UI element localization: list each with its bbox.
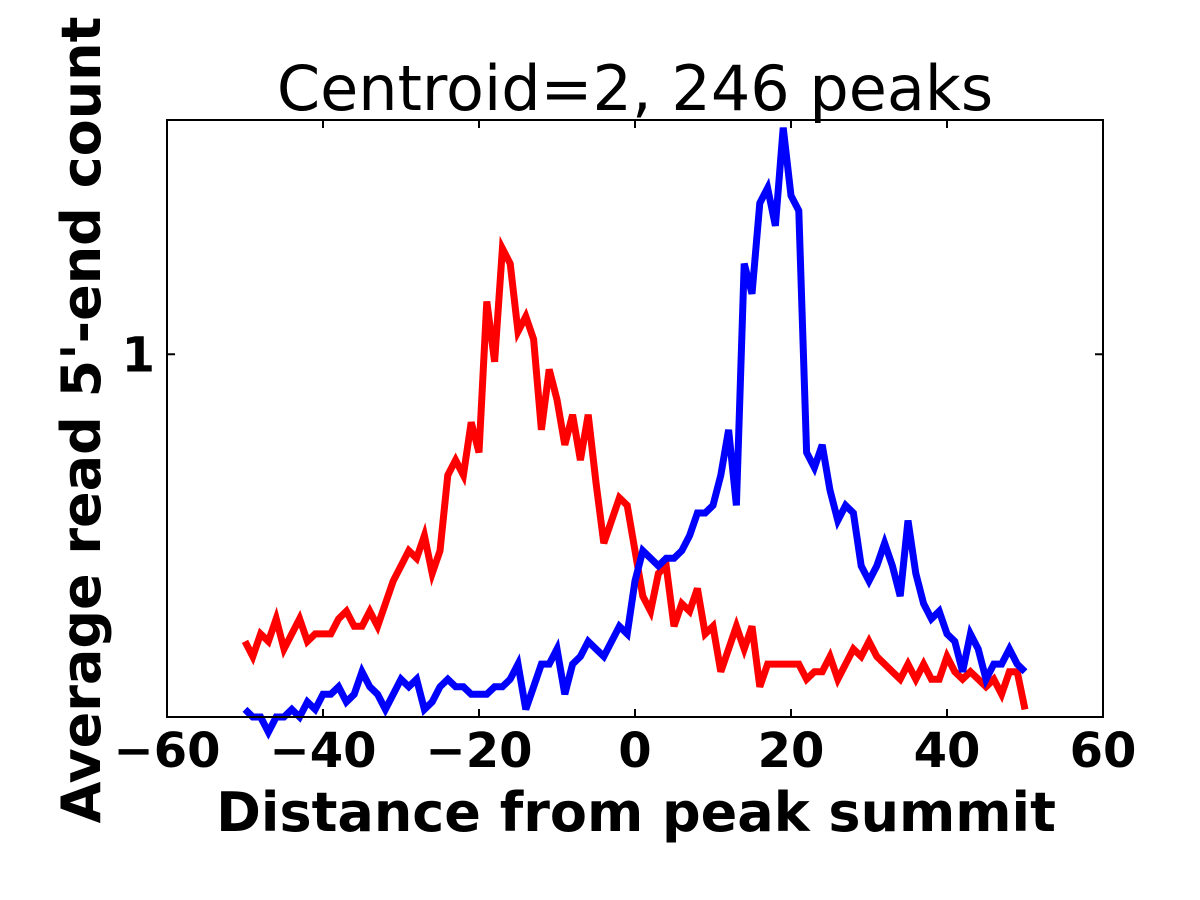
ticks-layer: −60 −40 −20 0 20 40 60 1 [113,120,1136,779]
plot-frame [166,119,1104,718]
x-tick-label: 40 [914,723,981,779]
x-tick-label: −60 [113,723,220,779]
series-layer [241,127,1029,740]
series-line-1 [241,235,1029,711]
chart-title: Centroid=2, 246 peaks [277,52,993,125]
x-tick-label: 60 [1070,723,1137,779]
x-tick-label: 20 [758,723,825,779]
y-axis-label: Average read 5'-end count [50,17,113,824]
x-tick-label: −20 [425,723,532,779]
y-tick-label: 1 [122,327,155,383]
x-tick-label: 0 [618,723,651,779]
series-line-2 [242,127,1028,740]
x-tick-label: −40 [269,723,376,779]
x-axis-label: Distance from peak summit [216,781,1056,844]
